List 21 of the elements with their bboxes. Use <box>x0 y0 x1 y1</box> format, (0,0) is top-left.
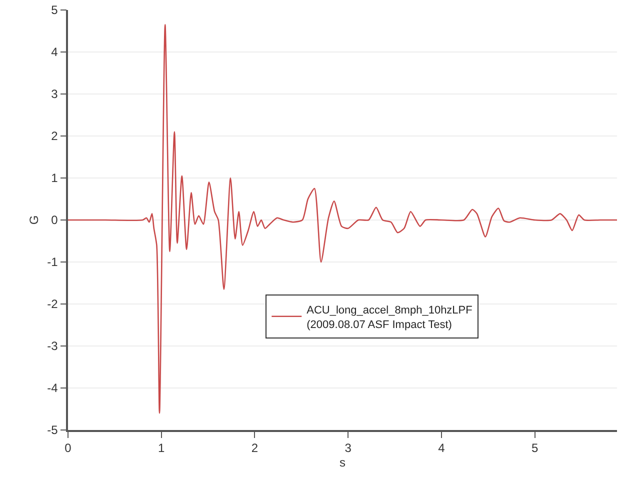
x-tick-label: 1 <box>158 441 166 456</box>
y-tick-label: 4 <box>51 45 58 60</box>
y-axis-title: G <box>26 215 41 225</box>
x-tick-label: 5 <box>531 441 538 456</box>
y-tick-label: 1 <box>51 171 58 186</box>
y-tick-label: -2 <box>47 297 58 312</box>
y-tick-label: -4 <box>47 381 58 396</box>
y-tick-label: -3 <box>47 339 58 354</box>
y-tick-label: 3 <box>51 87 58 102</box>
y-tick-label: 0 <box>51 213 58 228</box>
y-tick-label: 5 <box>51 3 58 18</box>
x-axis-title: s <box>340 456 346 470</box>
y-tick-label: 2 <box>51 129 58 144</box>
y-tick-label: -5 <box>47 423 58 438</box>
legend-label: ACU_long_accel_8mph_10hzLPF (2009.08.07 ASF Impact Test) <box>306 304 473 331</box>
x-tick-label: 0 <box>64 441 72 456</box>
x-tick-label: 3 <box>344 441 352 456</box>
x-tick-label: 2 <box>251 441 258 456</box>
y-tick-label: -1 <box>47 255 58 270</box>
x-tick-label: 4 <box>438 441 446 456</box>
line-series <box>68 24 617 414</box>
